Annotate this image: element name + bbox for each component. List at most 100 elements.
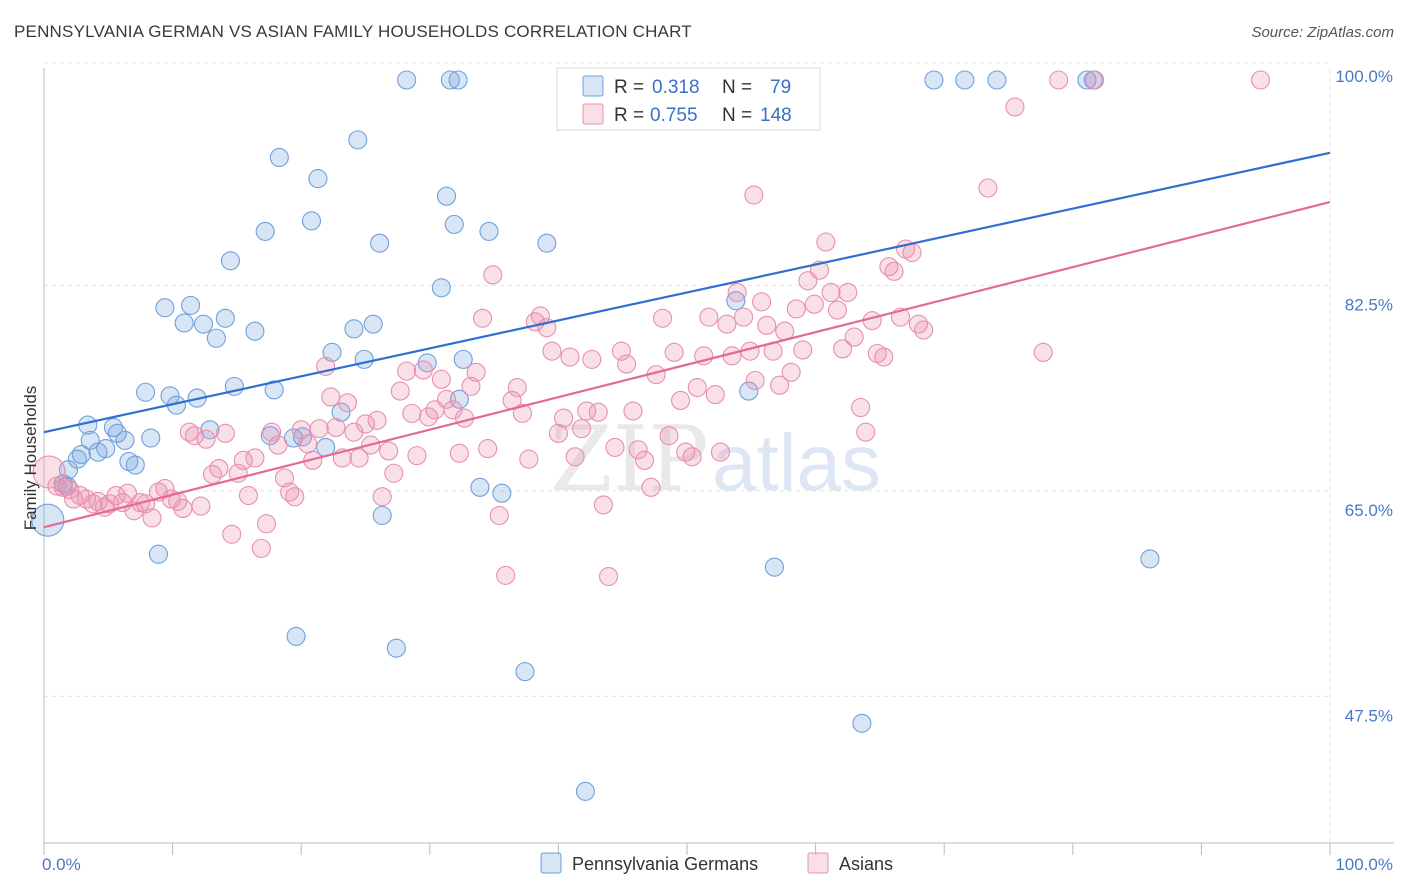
point-asians	[268, 435, 288, 455]
legend-swatch-pink	[582, 103, 604, 125]
axes	[43, 68, 1394, 855]
point-pennsylvania-germans	[987, 70, 1007, 90]
legend-r-value: 0.755	[650, 105, 698, 126]
point-pennsylvania-germans	[852, 713, 872, 733]
point-asians	[1049, 70, 1069, 90]
point-asians	[821, 282, 841, 303]
point-asians	[431, 369, 451, 389]
point-pennsylvania-germans	[575, 781, 595, 801]
point-asians	[770, 375, 790, 395]
point-pennsylvania-germans	[286, 626, 306, 646]
point-pennsylvania-germans	[220, 251, 241, 271]
bottom-legend-swatch-blue	[540, 852, 562, 874]
bottom-legend-label: Asians	[839, 854, 893, 874]
point-asians	[384, 463, 404, 483]
point-asians	[553, 408, 574, 428]
legend-r-value: 0.318	[652, 77, 700, 98]
point-pennsylvania-germans	[181, 295, 201, 315]
legend-n-label: N =	[722, 105, 752, 126]
point-asians	[233, 450, 253, 470]
point-asians	[1005, 97, 1025, 117]
point-asians	[588, 402, 608, 422]
point-pennsylvania-germans	[206, 328, 226, 348]
point-asians	[496, 565, 516, 585]
point-pennsylvania-germans	[125, 455, 145, 475]
point-pennsylvania-germans	[448, 70, 468, 90]
point-asians	[466, 362, 486, 382]
legend-n-value: 148	[760, 105, 792, 126]
point-asians	[478, 439, 498, 459]
point-asians	[884, 261, 904, 281]
point-asians	[379, 441, 399, 461]
point-pennsylvania-germans	[148, 544, 169, 564]
point-asians	[727, 282, 747, 303]
point-asians	[781, 362, 801, 382]
y-tick-labels: 47.5% 65.0% 82.5% 100.0%	[1335, 67, 1393, 725]
point-asians	[752, 292, 772, 312]
point-asians	[1085, 70, 1105, 90]
point-asians	[599, 566, 619, 587]
point-asians	[397, 361, 417, 381]
x-tick-labels: 0.0% 100.0%	[42, 855, 1393, 874]
point-asians	[816, 232, 836, 252]
point-asians	[717, 314, 737, 334]
point-asians	[867, 343, 887, 364]
point-asians	[483, 265, 503, 285]
legend-swatch-blue	[582, 75, 604, 97]
point-asians	[605, 437, 625, 457]
point-asians	[519, 449, 539, 469]
point-pennsylvania-germans	[174, 313, 194, 333]
trend-line-pennsylvania-germans	[43, 151, 1331, 434]
point-asians	[635, 450, 655, 470]
point-asians	[833, 339, 853, 359]
point-pennsylvania-germans	[80, 430, 100, 450]
point-asians	[705, 385, 725, 405]
point-pennsylvania-germans	[444, 214, 464, 234]
trend-line-asians	[43, 201, 1331, 529]
point-asians	[238, 485, 259, 506]
point-asians	[298, 434, 318, 454]
trend-lines	[43, 151, 1331, 529]
legend-box	[556, 67, 821, 131]
legend-n-label: N =	[722, 77, 752, 98]
point-pennsylvania-germans	[515, 662, 535, 682]
point-asians	[454, 408, 475, 428]
point-asians	[179, 422, 199, 442]
point-pennsylvania-germans	[322, 342, 342, 362]
point-asians	[209, 458, 229, 479]
point-asians	[215, 423, 235, 443]
point-asians	[142, 508, 162, 528]
point-asians	[489, 505, 509, 526]
point-pennsylvania-germans	[308, 169, 328, 189]
point-pennsylvania-germans	[436, 186, 457, 206]
bottom-legend-label: Pennsylvania Germans	[572, 854, 758, 874]
bottom-legend-swatch-pink	[807, 852, 829, 874]
chart-source: Source: ZipAtlas.com	[1251, 24, 1394, 41]
point-asians	[734, 307, 754, 327]
series-asians-points	[32, 70, 1271, 587]
point-pennsylvania-germans	[215, 308, 235, 328]
point-asians	[47, 476, 67, 496]
point-asians	[542, 341, 562, 361]
point-asians	[472, 308, 493, 328]
point-pennsylvania-germans	[470, 477, 490, 497]
point-asians	[699, 307, 719, 327]
point-pennsylvania-germans	[363, 314, 383, 334]
point-asians	[874, 347, 894, 367]
point-asians	[664, 342, 684, 362]
point-asians	[582, 349, 602, 369]
point-pennsylvania-germans	[354, 349, 374, 369]
point-asians	[978, 178, 998, 198]
point-pennsylvania-germans	[764, 557, 784, 577]
point-pennsylvania-germans	[726, 291, 746, 311]
point-asians	[902, 243, 922, 263]
point-pennsylvania-germans	[107, 423, 127, 443]
point-asians	[914, 320, 934, 340]
point-pennsylvania-germans	[193, 314, 214, 334]
point-asians	[309, 419, 329, 439]
point-asians	[844, 327, 864, 347]
point-asians	[326, 417, 346, 438]
point-asians	[222, 524, 242, 544]
point-asians	[653, 308, 673, 328]
